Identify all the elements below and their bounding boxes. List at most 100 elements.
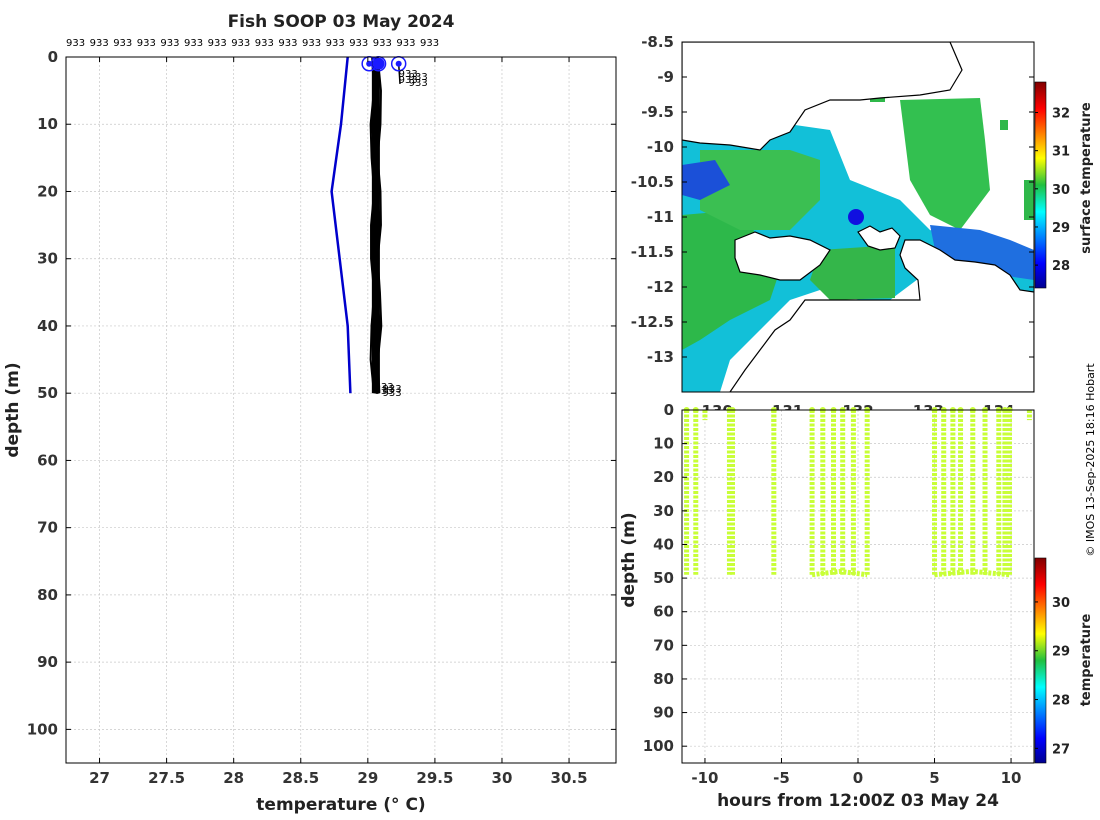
temperature-colorbar [1034, 557, 1047, 764]
colorbar-tick-label: 30 [1052, 596, 1070, 611]
sst-patch-green-mid [700, 150, 820, 230]
y-tick-label: 60 [37, 451, 58, 469]
profile-line [372, 56, 379, 394]
vessel-id-label: 933 [137, 38, 156, 49]
reference-profile-line [330, 56, 352, 394]
vessel-id-label: 933 [184, 38, 203, 49]
sst-map: -8.5-9-9.5-10-10.5-11-11.5-12-12.5-13 13… [631, 33, 1094, 420]
x-tick-label: 28.5 [282, 769, 319, 787]
time-depth-y-label: depth (m) [619, 512, 639, 607]
profile-y-label: depth (m) [3, 362, 23, 457]
map-y-tick-label: -11.5 [631, 243, 674, 261]
vessel-id-label: 933 [278, 38, 297, 49]
vessel-id-label: 933 [90, 38, 109, 49]
colorbar-tick-label: 28 [1052, 259, 1070, 274]
land-melville-island [734, 231, 831, 281]
time-depth-grid [682, 409, 1034, 763]
vessel-id-label: 933 [373, 38, 392, 49]
x-tick-label: 29.5 [416, 769, 453, 787]
colorbar-tick-label: 27 [1052, 742, 1070, 757]
x-tick-label: 30 [492, 769, 513, 787]
y-tick-label: 10 [653, 435, 674, 453]
vessel-id-label: 933 [383, 388, 402, 399]
x-tick-label: 5 [929, 769, 939, 787]
temperature-colorbar-ticks: 27 28 29 30 [1035, 596, 1070, 757]
vessel-id-label: 933 [231, 38, 250, 49]
land-cobourg [857, 225, 901, 251]
land-north [682, 42, 963, 151]
sst-colorbar-ticks: 28 29 30 31 32 [1035, 107, 1070, 274]
map-y-tick-label: -10.5 [631, 173, 674, 191]
x-tick-label: 29 [357, 769, 378, 787]
vessel-id-label: 933 [113, 38, 132, 49]
vessel-id-label: 933 [326, 38, 345, 49]
vessel-id-label: 933 [399, 75, 418, 86]
time-depth-x-ticks: -10 -5 0 5 10 [691, 758, 1021, 787]
profile-band [369, 56, 401, 394]
vessel-ids-top: 933 933 933 933 933 933 933 933 933 933 933 933 933 9… [66, 38, 439, 49]
map-y-tick-label: -10 [647, 138, 674, 156]
cast-bottom-line [934, 568, 1010, 578]
vessel-id-label: 933 [375, 386, 394, 397]
y-tick-label: 90 [653, 704, 674, 722]
x-tick-label: 27.5 [148, 769, 185, 787]
x-tick-label: -5 [773, 769, 790, 787]
sst-patch-green-south [810, 245, 895, 300]
profile-y-ticks: 0 10 20 30 40 50 60 70 80 90 100 [27, 48, 616, 738]
y-tick-label: 80 [37, 586, 58, 604]
vessel-id-label: 933 [302, 38, 321, 49]
map-y-tick-label: -12 [647, 278, 674, 296]
y-tick-label: 40 [653, 535, 674, 553]
y-tick-label: 100 [27, 720, 58, 738]
vessel-id-label: 933 [399, 69, 418, 80]
colorbar-tick-label: 30 [1052, 183, 1070, 198]
cast-points [683, 407, 1032, 578]
cast-bottom-line [811, 568, 868, 578]
vessel-id-label: 933 [396, 38, 415, 49]
map-y-tick-label: -11 [647, 208, 674, 226]
x-tick-label: 27 [89, 769, 110, 787]
y-tick-label: 30 [37, 250, 58, 268]
profile-band-fill [371, 63, 380, 394]
sst-colorbar-label: surface temperature [1079, 102, 1094, 254]
sst-patch-blue-east [930, 225, 1034, 280]
surface-point-filled [372, 57, 385, 70]
y-tick-label: 20 [37, 182, 58, 200]
y-tick-label: 30 [653, 502, 674, 520]
vessel-position-marker [848, 209, 864, 225]
sst-patch-blue-northwest [682, 160, 730, 200]
y-tick-label: 60 [653, 603, 674, 621]
vessel-id-label: 933 [375, 382, 394, 393]
chart-title: Fish SOOP 03 May 2024 [228, 12, 455, 32]
y-tick-label: 80 [653, 670, 674, 688]
credit-text: © IMOS 13-Sep-2025 18:16 Hobart [1084, 363, 1097, 557]
vessel-id-label: 933 [409, 72, 428, 83]
temperature-colorbar-label: temperature [1079, 614, 1094, 707]
y-tick-label: 10 [37, 115, 58, 133]
y-tick-label: 50 [653, 569, 674, 587]
x-tick-label: 28 [223, 769, 244, 787]
y-tick-label: 100 [643, 737, 674, 755]
map-y-tick-label: -13 [647, 348, 674, 366]
map-y-tick-label: -9.5 [641, 103, 674, 121]
map-y-tick-label: -9 [657, 68, 674, 86]
sst-patch-green-east [900, 98, 990, 230]
colorbar-tick-label: 28 [1052, 694, 1070, 709]
time-depth-y-ticks: 0 10 20 30 40 50 60 70 80 90 100 [643, 401, 687, 755]
vessel-id-label: 933 [66, 38, 85, 49]
vessel-id-label: 933 [420, 38, 439, 49]
profile-line [376, 56, 383, 394]
map-y-tick-label: -12.5 [631, 313, 674, 331]
y-tick-label: 20 [653, 468, 674, 486]
y-tick-label: 0 [664, 401, 674, 419]
profile-line [397, 63, 401, 84]
vessel-id-label: 933 [255, 38, 274, 49]
map-y-ticks: -8.5 -9 -9.5 -10 -10.5 -11 -11.5 -12 -12.5 -13 [631, 33, 1034, 366]
y-tick-label: 40 [37, 317, 58, 335]
colorbar-tick-label: 29 [1052, 645, 1070, 660]
time-depth-plot: -10 -5 0 5 10 0 10 20 30 40 50 60 70 80 90 100 hours f… [619, 401, 1094, 811]
colorbar-tick-label: 31 [1052, 145, 1070, 160]
surface-point-center [366, 60, 373, 67]
